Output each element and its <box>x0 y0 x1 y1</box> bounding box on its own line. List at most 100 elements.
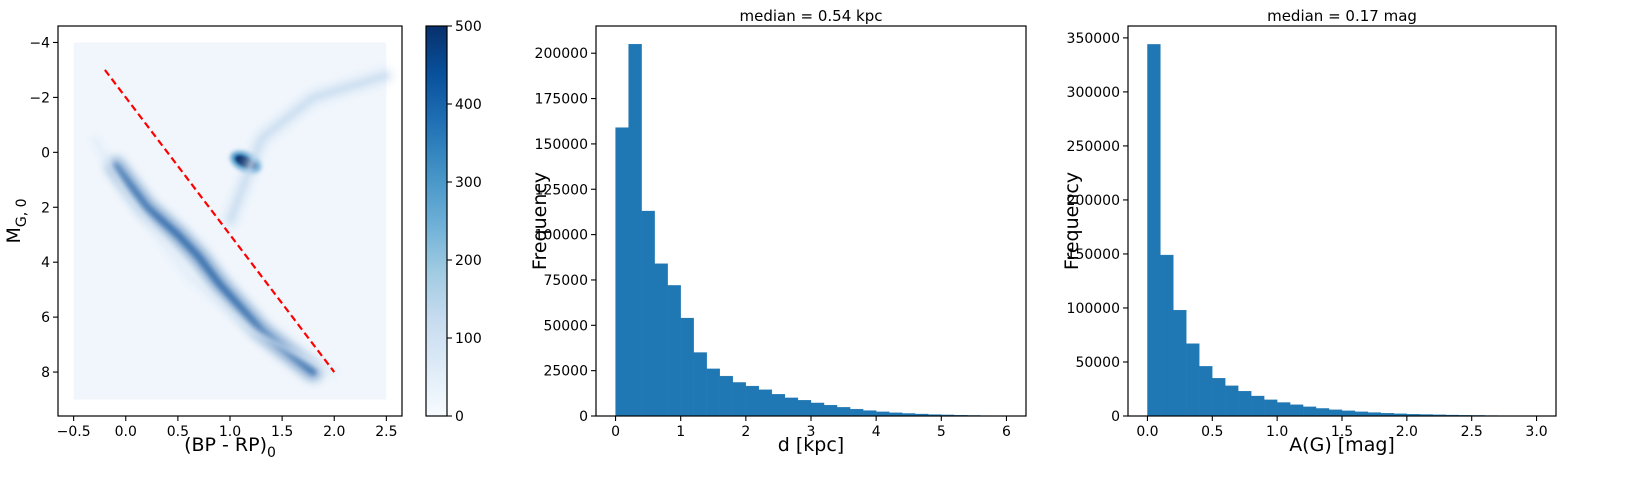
extinction-y-tick-label: 100000 <box>1067 301 1120 317</box>
density-feature-core-2 <box>228 73 389 223</box>
distance-y-tick-label: 200000 <box>535 46 588 62</box>
extinction-x-tick-label: 0.0 <box>1136 424 1158 440</box>
extinction-y-tick-label: 350000 <box>1067 31 1120 47</box>
distance-bar <box>719 375 733 417</box>
colorbar-tick-label: 0 <box>455 409 464 425</box>
distance-bar <box>823 404 838 417</box>
extinction-y-tick-label: 50000 <box>1075 355 1120 371</box>
distance-bar <box>797 400 812 417</box>
distance-bar <box>784 397 799 417</box>
cmd-y-tick-label: 4 <box>41 255 50 271</box>
distance-y-tick-label: 50000 <box>543 318 588 334</box>
extinction-x-tick-label: 1.0 <box>1266 424 1288 440</box>
distance-x-tick-label: 1 <box>676 424 685 440</box>
distance-x-tick-label: 4 <box>872 424 881 440</box>
distance-x-tick-label: 0 <box>611 424 620 440</box>
extinction-x-axis-label: A(G) [mag] <box>1289 434 1395 456</box>
extinction-bar <box>1315 408 1330 417</box>
extinction-bar <box>1251 395 1265 417</box>
distance-y-tick-label: 100000 <box>535 228 588 244</box>
cmd-y-tick-label: 0 <box>41 145 50 161</box>
colorbar-tick-label: 200 <box>455 253 482 269</box>
distance-x-ticks: 0 1 2 3 4 5 6 <box>611 416 1011 440</box>
cmd-y-ticks: −4 −2 0 2 4 6 8 <box>29 35 58 381</box>
distance-y-tick-label: 25000 <box>543 364 588 380</box>
extinction-bar <box>1212 378 1226 417</box>
distance-histogram-bars <box>615 43 1007 417</box>
distance-bar <box>680 317 694 417</box>
extinction-y-tick-label: 250000 <box>1067 139 1120 155</box>
colorbar-tick-label: 300 <box>455 175 482 191</box>
cmd-x-ticks: −0.5 0.0 0.5 1.0 1.5 2.0 2.5 <box>57 416 397 440</box>
extinction-y-tick-label: 150000 <box>1067 247 1120 263</box>
cmd-density-panel: −0.5 0.0 0.5 1.0 1.5 2.0 2.5 −4 −2 0 2 4 6 8 (BP - R… <box>3 25 403 461</box>
distance-histogram-title: median = 0.54 kpc <box>740 7 883 25</box>
extinction-x-tick-label: 2.0 <box>1396 424 1418 440</box>
extinction-y-ticks: 0 50000 100000 150000 200000 250000 300000 3500… <box>1067 31 1128 425</box>
distance-histogram-panel: median = 0.54 kpc 0 1 2 3 4 5 6 0 25000 50000 750… <box>529 7 1027 456</box>
extinction-y-tick-label: 200000 <box>1067 193 1120 209</box>
cmd-x-tick-label: 2.0 <box>323 424 345 440</box>
extinction-bar <box>1160 254 1174 417</box>
distance-bar <box>693 352 707 417</box>
cmd-y-tick-label: 6 <box>41 310 50 326</box>
distance-x-axis-label: d [kpc] <box>778 434 844 456</box>
distance-bar <box>706 368 720 417</box>
cmd-y-tick-label: −4 <box>29 35 50 51</box>
distance-bar <box>876 411 890 417</box>
cmd-x-tick-label: 1.5 <box>271 424 293 440</box>
density-map <box>73 42 393 400</box>
extinction-bar <box>1238 391 1252 417</box>
distance-bar <box>771 394 786 417</box>
distance-x-tick-label: 6 <box>1002 424 1011 440</box>
distance-y-ticks: 0 25000 50000 75000 100000 125000 150000 175000… <box>535 46 596 425</box>
extinction-x-tick-label: 3.0 <box>1525 424 1547 440</box>
distance-y-tick-label: 0 <box>579 409 588 425</box>
density-feature-core-3 <box>92 137 336 374</box>
extinction-bar <box>1277 402 1291 417</box>
distance-bar <box>667 285 681 417</box>
distance-y-tick-label: 125000 <box>535 182 588 198</box>
extinction-histogram-title: median = 0.17 mag <box>1267 7 1417 25</box>
distance-bar <box>628 43 642 417</box>
red-dashed-line <box>104 69 336 373</box>
extinction-bar <box>1199 366 1213 417</box>
cmd-x-tick-label: 2.5 <box>375 424 397 440</box>
colorbar-tick-label: 400 <box>455 97 482 113</box>
colorbar-frame <box>425 25 448 417</box>
extinction-bar <box>1225 385 1239 417</box>
cmd-y-tick-label: −2 <box>29 90 50 106</box>
distance-bar <box>732 382 746 417</box>
distance-bar <box>836 407 851 417</box>
cmd-y-axis-label: MG, 0 <box>3 198 30 243</box>
extinction-x-tick-label: 1.5 <box>1331 424 1353 440</box>
distance-y-tick-label: 175000 <box>535 92 588 108</box>
colorbar-ticks: 0 100 200 300 400 500 <box>447 19 482 425</box>
density-feature-core-0 <box>112 163 317 375</box>
distance-x-tick-label: 2 <box>741 424 750 440</box>
distance-bar <box>615 127 629 417</box>
cmd-y-tick-label: 8 <box>41 365 50 381</box>
distance-x-tick-label: 3 <box>807 424 816 440</box>
colorbar-tick-label: 100 <box>455 331 482 347</box>
extinction-histogram-panel: median = 0.17 mag 0.0 0.5 1.0 1.5 2.0 2.5 3.0 … <box>1061 7 1557 456</box>
cmd-y-tick-label: 2 <box>41 200 50 216</box>
cmd-x-tick-label: 1.0 <box>219 424 241 440</box>
colorbar: 0 100 200 300 400 500 <box>425 19 482 425</box>
extinction-bar <box>1289 404 1304 417</box>
distance-y-tick-label: 150000 <box>535 137 588 153</box>
extinction-y-tick-label: 300000 <box>1067 85 1120 101</box>
cmd-x-tick-label: 0.0 <box>115 424 137 440</box>
extinction-bar <box>1186 343 1200 417</box>
extinction-bar <box>1173 309 1187 417</box>
distance-y-axis-label: Frequency <box>529 172 551 270</box>
extinction-bar <box>1147 44 1161 417</box>
colorbar-tick-label: 500 <box>455 19 482 35</box>
extinction-x-tick-label: 2.5 <box>1461 424 1483 440</box>
distance-bar <box>654 263 668 417</box>
distance-bar <box>758 389 773 417</box>
distance-bar <box>849 408 864 417</box>
extinction-y-tick-label: 0 <box>1111 409 1120 425</box>
extinction-bar <box>1264 399 1278 417</box>
